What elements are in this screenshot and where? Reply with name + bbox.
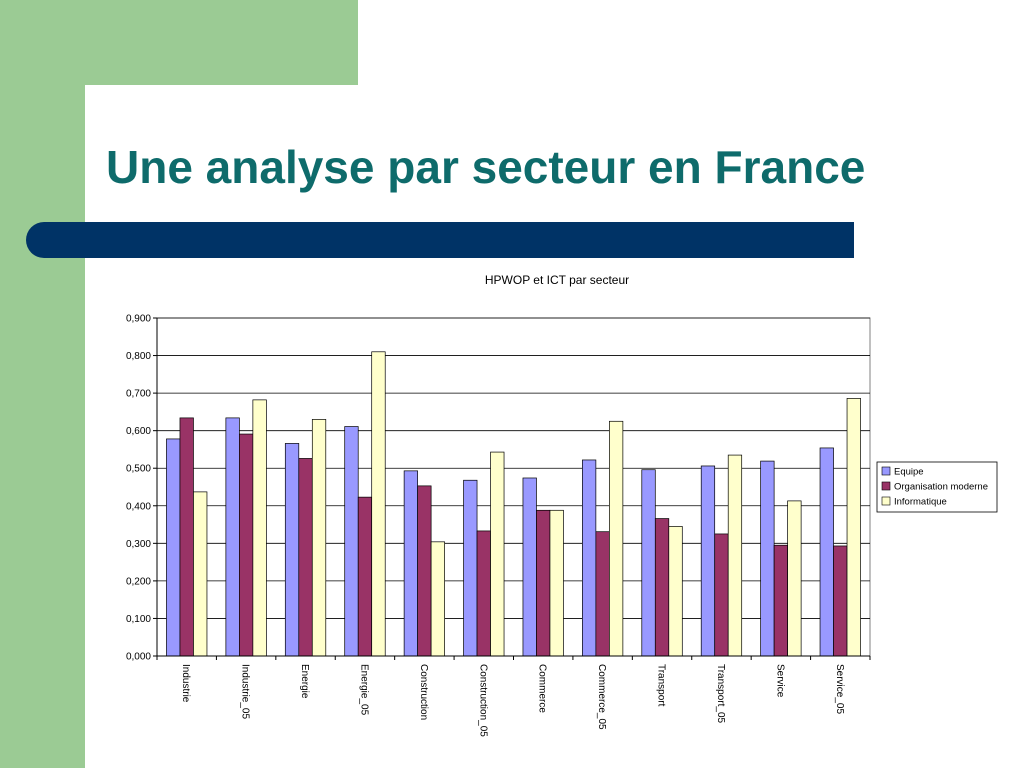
y-tick-label: 0,300 [126, 539, 151, 550]
bar-informatique [609, 420, 624, 657]
bar-informatique [430, 541, 445, 657]
legend-swatch [881, 496, 891, 506]
bar-informatique [311, 419, 327, 657]
y-tick-label: 0,600 [126, 426, 151, 437]
bar-informatique [727, 454, 743, 657]
bar-equipe [344, 426, 359, 657]
bar-informatique [549, 509, 564, 657]
x-tick-label: Energie_05 [358, 664, 369, 716]
bar-equipe [760, 460, 775, 657]
x-tick-label: Commerce_05 [596, 664, 607, 730]
bar-organisation-moderne [298, 458, 313, 657]
bar-chart: HPWOP et ICT par secteur 0,000 0,100 0,200… [126, 273, 998, 737]
y-tick-label: 0,900 [126, 314, 151, 325]
y-tick-label: 0,800 [126, 351, 151, 362]
x-tick-label: Commerce [537, 664, 548, 713]
bar-informatique [371, 351, 386, 657]
bar-equipe [522, 477, 537, 657]
y-tick-label: 0,400 [126, 501, 151, 512]
bar-informatique [252, 399, 267, 657]
bar-equipe [225, 417, 240, 657]
bar-organisation-moderne [239, 433, 254, 657]
left-green-band [0, 0, 85, 768]
bar-equipe [463, 479, 478, 657]
x-tick-label: Construction [418, 664, 429, 720]
legend-label: Organisation moderne [894, 482, 988, 493]
x-tick-label: Transport_05 [715, 664, 726, 724]
bar-organisation-moderne [595, 531, 610, 657]
plot-area [156, 317, 871, 657]
bars [166, 351, 861, 657]
legend-swatch [881, 466, 891, 476]
x-tick-label: Transport [656, 664, 667, 707]
bar-informatique [490, 451, 505, 657]
gridlines [157, 317, 870, 619]
bar-equipe [819, 447, 834, 657]
bar-organisation-moderne [357, 496, 373, 657]
bar-equipe [641, 469, 656, 657]
x-tick-label: Construction_05 [477, 664, 488, 737]
title-underline-bar [26, 222, 854, 258]
bar-organisation-moderne [417, 485, 432, 657]
bar-equipe [700, 465, 716, 657]
x-tick-label: Industrie [180, 664, 191, 703]
x-axis-labels: Industrie Industrie_05 Energie Energie_05 Co… [156, 656, 871, 737]
x-tick-label: Service_05 [834, 664, 845, 714]
bar-organisation-moderne [654, 518, 670, 657]
x-tick-label: Service [774, 664, 785, 698]
bar-informatique [787, 500, 802, 657]
bar-organisation-moderne [536, 509, 551, 657]
bar-equipe [403, 470, 418, 657]
legend-label: Informatique [894, 497, 947, 508]
bar-organisation-moderne [476, 530, 491, 657]
bar-organisation-moderne [833, 545, 848, 657]
bar-equipe [166, 438, 181, 657]
y-tick-label: 0,000 [126, 652, 151, 663]
legend-swatch [881, 481, 891, 491]
y-tick-label: 0,500 [126, 464, 151, 475]
bar-informatique [668, 526, 683, 657]
legend: Equipe Organisation moderne Informatique [876, 461, 998, 513]
bar-informatique [193, 491, 208, 657]
y-tick-label: 0,100 [126, 614, 151, 625]
bar-organisation-moderne [773, 544, 788, 657]
bar-equipe [284, 443, 300, 657]
top-green-band [0, 0, 358, 85]
bar-informatique [846, 398, 861, 657]
slide-title: Une analyse par secteur en France [106, 141, 866, 193]
legend-box [876, 461, 998, 513]
legend-label: Equipe [894, 467, 924, 478]
bar-organisation-moderne [179, 417, 194, 657]
bar-equipe [582, 459, 597, 657]
x-tick-label: Industrie_05 [240, 664, 251, 719]
y-tick-label: 0,700 [126, 389, 151, 400]
chart-title: HPWOP et ICT par secteur [485, 273, 629, 287]
y-tick-label: 0,200 [126, 576, 151, 587]
bar-organisation-moderne [714, 533, 729, 657]
x-tick-label: Energie [299, 664, 310, 699]
